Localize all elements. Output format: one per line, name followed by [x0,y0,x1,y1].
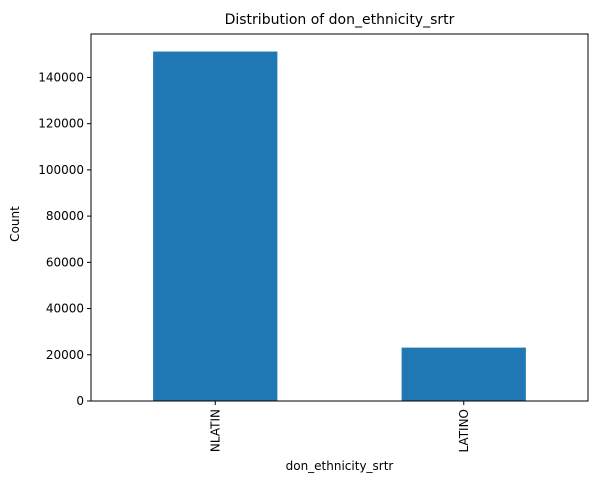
y-tick-label: 40000 [46,302,84,316]
x-tick-label: LATINO [457,409,471,453]
bar-nlatin [153,51,278,401]
y-tick-label: 20000 [46,348,84,362]
y-axis-label: Count [8,206,22,242]
y-axis: 0 20000 40000 60000 80000 100000 120000 140000 [38,70,91,408]
y-tick-label: 0 [76,394,84,408]
x-axis: NLATIN LATINO [208,401,471,453]
y-tick-label: 140000 [38,70,84,84]
y-tick-label: 120000 [38,117,84,131]
plot-frame [90,33,589,402]
x-tick-label: NLATIN [208,409,222,452]
y-tick-label: 80000 [46,209,84,223]
chart-title: Distribution of don_ethnicity_srtr [225,12,455,28]
bars-group [153,51,526,401]
x-axis-label: don_ethnicity_srtr [286,459,394,473]
y-tick-label: 100000 [38,163,84,177]
bar-latino [401,347,526,401]
y-tick-label: 60000 [46,255,84,269]
